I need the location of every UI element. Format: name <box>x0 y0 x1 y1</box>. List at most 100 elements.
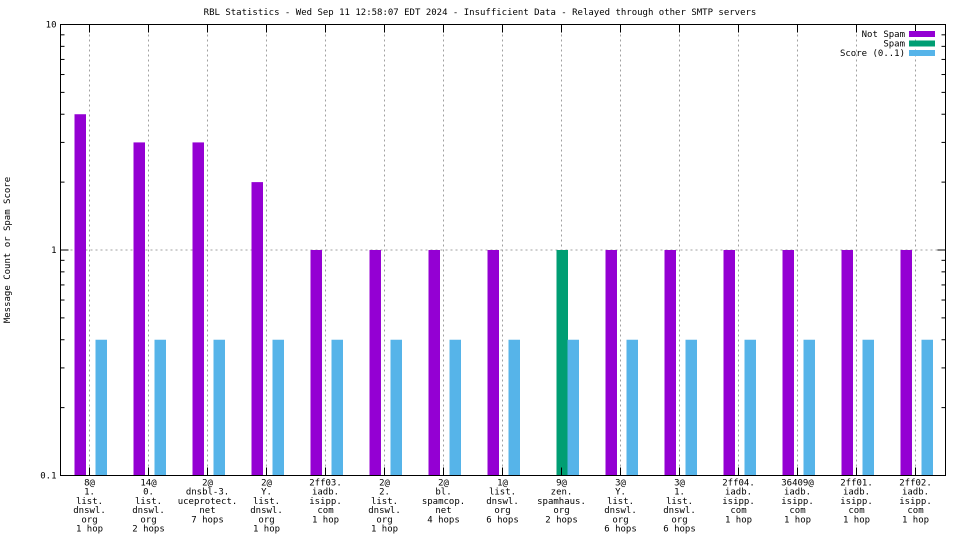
x-tick-label: 1 hop <box>253 525 280 535</box>
bar-not-spam <box>900 250 912 476</box>
x-tick-label: 2ff04. <box>722 479 755 489</box>
x-tick-label: 2@ <box>202 479 213 489</box>
bar-not-spam <box>841 250 853 476</box>
legend-swatch <box>909 40 935 47</box>
bar-score <box>862 339 874 476</box>
x-tick-label: dnswl. <box>73 506 106 516</box>
bar-not-spam <box>192 142 204 476</box>
x-tick-label: list. <box>76 497 103 507</box>
x-tick-label: 6 hops <box>663 525 696 535</box>
x-tick-label: isipp. <box>309 497 342 507</box>
grid <box>60 24 946 476</box>
bar-not-spam <box>74 114 86 476</box>
bar-score <box>567 339 579 476</box>
x-tick-label: dnswl. <box>250 506 283 516</box>
x-tick-label: zen. <box>551 488 573 498</box>
bars <box>74 114 933 476</box>
legend-label: Score (0..1) <box>840 49 905 59</box>
x-tick-label: list. <box>489 488 516 498</box>
y-axis-label: Message Count or Spam Score <box>3 177 13 323</box>
x-tick-label: 1 hop <box>312 515 339 525</box>
bar-spam <box>556 250 568 476</box>
x-tick-label: com <box>317 506 333 516</box>
x-tick-label: dnswl. <box>663 506 696 516</box>
x-tick-label: 2@ <box>438 479 449 489</box>
x-tick-label: Y. <box>615 488 626 498</box>
x-tick-label: 2 hops <box>132 525 165 535</box>
x-tick-label: org <box>376 515 392 525</box>
x-tick-label: 1 hop <box>784 515 811 525</box>
bar-not-spam <box>310 250 322 476</box>
legend-swatch <box>909 50 935 56</box>
bar-not-spam <box>487 250 499 476</box>
chart-title: RBL Statistics - Wed Sep 11 12:58:07 EDT… <box>204 8 757 18</box>
x-tick-label: bl. <box>435 488 451 498</box>
x-tick-label: list. <box>253 497 280 507</box>
x-tick-label: 2ff03. <box>309 479 342 489</box>
x-tick-label: 1 hop <box>76 525 103 535</box>
x-tick-label: org <box>612 515 628 525</box>
x-tick-label: com <box>848 506 864 516</box>
x-tick-label: 9@ <box>556 479 567 489</box>
x-tick-label: 2@ <box>261 479 272 489</box>
x-tick-label: iadb. <box>312 488 339 498</box>
y-tick-label: 0.1 <box>40 472 56 482</box>
x-tick-label: net <box>199 506 215 516</box>
bar-not-spam <box>723 250 735 476</box>
x-tick-label: dnsbl-3. <box>186 488 229 498</box>
x-tick-label: 1@ <box>497 479 508 489</box>
bar-score <box>803 339 815 476</box>
x-tick-label: 2@ <box>379 479 390 489</box>
x-tick-label: org <box>81 515 97 525</box>
x-tick-label: 2. <box>379 488 390 498</box>
x-tick-label: iadb. <box>843 488 870 498</box>
x-tick-label: 3@ <box>615 479 626 489</box>
x-tick-label: 7 hops <box>191 515 224 525</box>
x-tick-label: net <box>435 506 451 516</box>
x-tick-label: 8@ <box>84 479 95 489</box>
x-tick-label: 1 hop <box>843 515 870 525</box>
x-tick-label: com <box>789 506 805 516</box>
legend-swatch <box>909 31 935 37</box>
bar-score <box>449 339 461 476</box>
x-tick-label: spamcop. <box>422 497 465 507</box>
x-tick-label: dnswl. <box>368 506 401 516</box>
bar-score <box>744 339 756 476</box>
x-tick-label: dnswl. <box>132 506 165 516</box>
x-tick-label: spamhaus. <box>537 497 586 507</box>
x-tick-label: 2 hops <box>545 515 578 525</box>
bar-score <box>95 339 107 476</box>
y-tick-label: 10 <box>46 21 57 31</box>
x-tick-label: iadb. <box>784 488 811 498</box>
x-tick-label: 1. <box>674 488 685 498</box>
x-tick-label: 0. <box>143 488 154 498</box>
x-tick-label: 3@ <box>674 479 685 489</box>
bar-not-spam <box>251 182 263 476</box>
x-tick-label: 36409@ <box>781 479 814 489</box>
x-tick-label: 1. <box>84 488 95 498</box>
x-tick-label: 2ff01. <box>840 479 873 489</box>
x-tick-label: Y. <box>261 488 272 498</box>
x-tick-label: 1 hop <box>902 515 929 525</box>
x-tick-label: 2ff02. <box>899 479 932 489</box>
bar-score <box>508 339 520 476</box>
bar-not-spam <box>369 250 381 476</box>
x-tick-label: list. <box>666 497 693 507</box>
bar-not-spam <box>133 142 145 476</box>
x-tick-label: org <box>671 515 687 525</box>
x-tick-label: list. <box>607 497 634 507</box>
bar-not-spam <box>428 250 440 476</box>
x-tick-label: iadb. <box>902 488 929 498</box>
bar-not-spam <box>605 250 617 476</box>
bar-score <box>213 339 225 476</box>
bar-not-spam <box>782 250 794 476</box>
x-tick-label: isipp. <box>899 497 932 507</box>
x-tick-label: 6 hops <box>604 525 637 535</box>
bar-score <box>272 339 284 476</box>
x-tick-label: dnswl. <box>486 497 519 507</box>
x-tick-label: com <box>907 506 923 516</box>
x-tick-label: uceprotect. <box>178 497 238 507</box>
bar-score <box>154 339 166 476</box>
